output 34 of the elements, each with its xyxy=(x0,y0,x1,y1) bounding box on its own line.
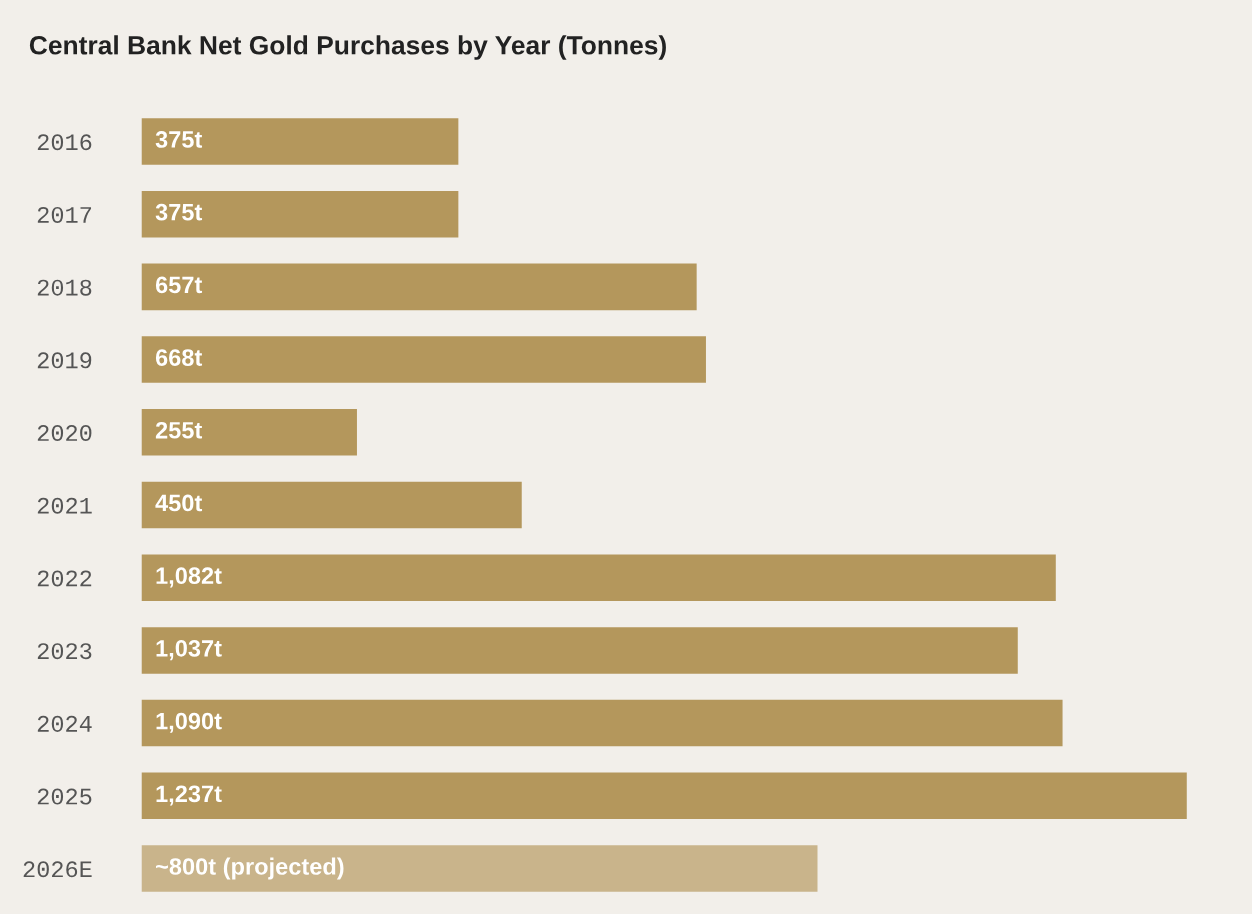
bar xyxy=(141,554,1056,601)
bar xyxy=(141,409,357,456)
bar xyxy=(141,845,818,892)
bar xyxy=(141,699,1063,747)
data-label: 1,082t xyxy=(156,567,222,588)
y-tick-label: 2021 xyxy=(37,497,92,514)
data-label: 375t xyxy=(155,203,203,221)
data-label: 255t xyxy=(155,421,203,439)
data-label: 657t xyxy=(155,276,203,294)
y-tick-label: 2024 xyxy=(37,715,92,732)
bar xyxy=(141,190,459,238)
y-tick-label: 2018 xyxy=(37,279,92,296)
y-tick-label: 2026E xyxy=(23,861,92,878)
data-label: 1,037t xyxy=(156,640,222,661)
chart-title: Central Bank Net Gold Purchases by Year (Tonnes) xyxy=(29,35,666,60)
bar xyxy=(141,336,706,383)
y-tick-label: 2022 xyxy=(37,570,92,587)
data-label: 375t xyxy=(155,131,203,148)
y-tick-label: 2023 xyxy=(37,643,92,660)
y-tick-label: 2017 xyxy=(37,206,92,223)
y-tick-label: 2016 xyxy=(37,134,92,151)
y-tick-label: 2019 xyxy=(37,352,92,369)
bar xyxy=(141,481,522,529)
data-label: 450t xyxy=(155,494,203,512)
data-label: ~800t (projected) xyxy=(156,857,344,880)
bar xyxy=(141,263,697,311)
data-label: 1,090t xyxy=(156,712,222,733)
bar xyxy=(141,118,459,165)
bar xyxy=(141,772,1187,820)
y-tick-label: 2025 xyxy=(37,788,92,805)
y-tick-label: 2020 xyxy=(37,425,92,442)
data-label: 1,237t xyxy=(156,785,222,806)
bar xyxy=(141,627,1018,674)
data-label: 668t xyxy=(155,349,203,366)
